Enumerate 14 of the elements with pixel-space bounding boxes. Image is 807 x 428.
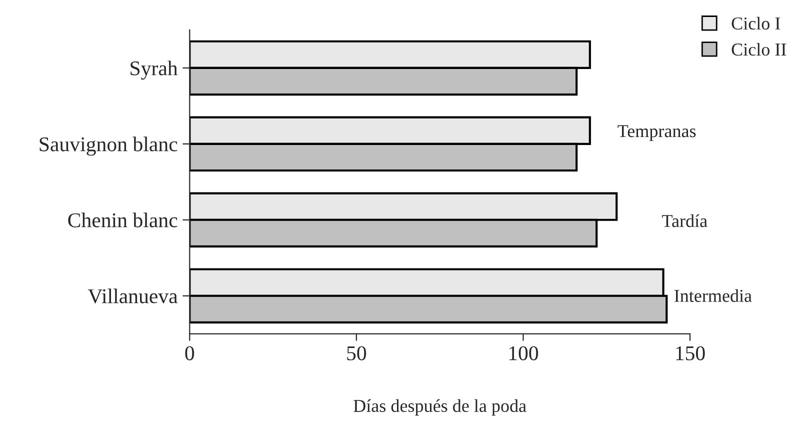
annotation: Intermedia (674, 289, 752, 302)
x-tick-label: 0 (185, 346, 194, 360)
x-axis-title: Días después de la poda (354, 399, 526, 416)
x-tick-label: 100 (509, 346, 538, 360)
legend-label: Ciclo II (732, 42, 786, 56)
x-tick-label: 50 (347, 346, 366, 360)
y-tick-label: Sauvignon blanc (40, 136, 178, 156)
legend-label: Ciclo I (732, 16, 780, 30)
annotation: Tardía (662, 214, 708, 228)
y-tick-label: Villanueva (88, 288, 178, 304)
x-tick-label: 150 (676, 346, 705, 360)
annotation: Tempranas (618, 125, 696, 141)
y-tick-label: Chenin blanc (68, 212, 178, 228)
y-tick-label: Syrah (130, 60, 178, 80)
